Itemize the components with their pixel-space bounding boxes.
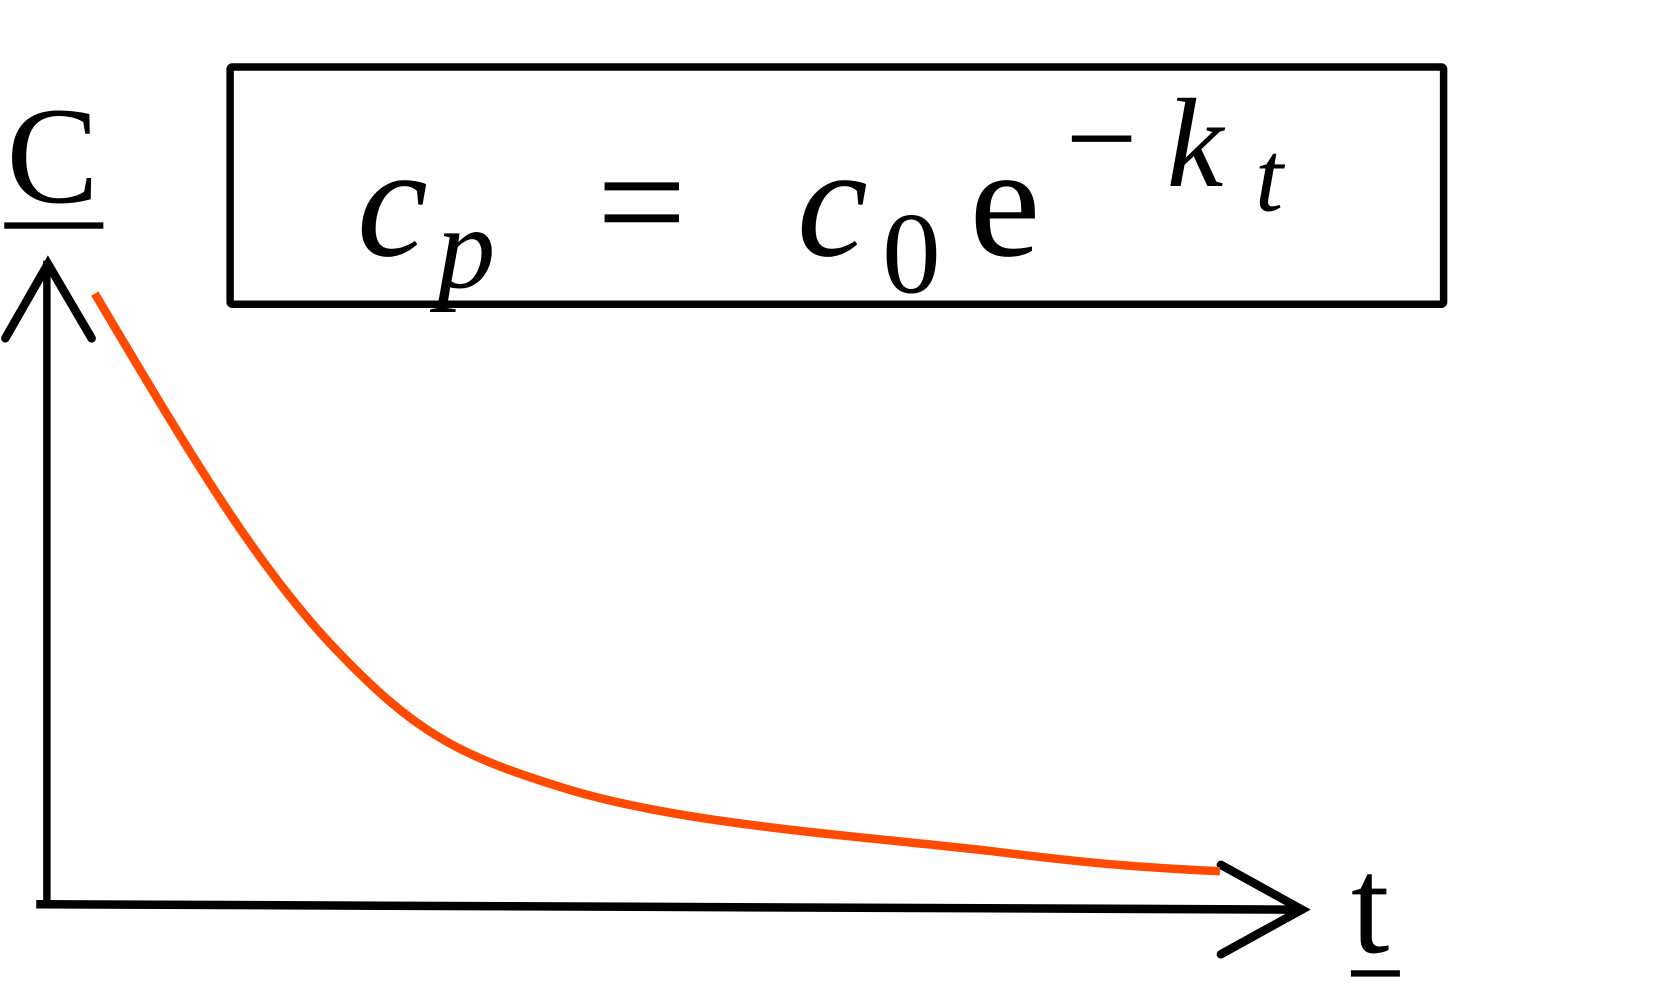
equation-equals: = (597, 113, 687, 290)
x-axis-label: t (1351, 829, 1389, 982)
equation-exp-base: e (970, 113, 1041, 290)
equation-exp-t: t (1255, 121, 1286, 233)
equation-exp-k: k (1167, 72, 1226, 214)
equation-lhs-subscript: p (430, 184, 496, 313)
x-axis (36, 900, 1295, 914)
equation-exp-sign: − (1065, 67, 1137, 209)
x-axis-arrowhead (1216, 860, 1311, 959)
decay-curve (91, 291, 1221, 876)
equation-rhs-subscript: 0 (882, 190, 941, 319)
equation-box (226, 63, 1448, 308)
equation-rhs-base: c (797, 113, 868, 290)
y-axis-label: C (6, 79, 98, 232)
equation: c p = c 0 e − k t (357, 67, 1286, 319)
y-axis-arrowhead (1, 255, 96, 343)
equation-lhs-base: c (357, 113, 428, 290)
